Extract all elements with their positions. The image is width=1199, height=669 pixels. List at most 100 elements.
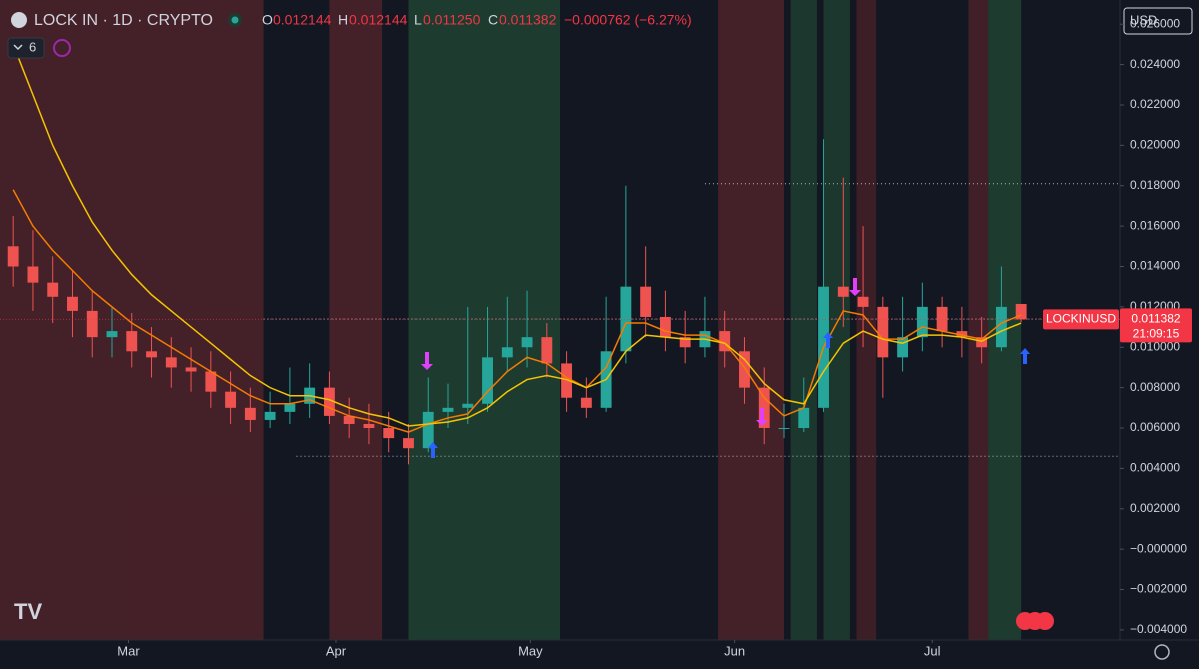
settings-icon[interactable] xyxy=(1154,644,1170,660)
y-tick-label: 0.020000 xyxy=(1130,138,1180,152)
candle-body xyxy=(541,337,553,364)
chevron xyxy=(13,44,23,51)
candle-body xyxy=(501,347,513,358)
candle-body xyxy=(1015,303,1027,320)
y-tick-label: 0.016000 xyxy=(1130,218,1180,232)
event-icon[interactable] xyxy=(1036,612,1054,630)
background-band xyxy=(790,0,817,640)
status-dot xyxy=(231,16,239,24)
signal-arrow xyxy=(428,442,438,458)
indicator-icon[interactable] xyxy=(53,39,71,57)
candle-body xyxy=(956,331,968,338)
l-label: L xyxy=(414,12,422,28)
countdown: 21:09:15 xyxy=(1133,327,1180,341)
candle-body xyxy=(185,367,197,372)
signal-arrow xyxy=(849,278,861,296)
indicator-count: 6 xyxy=(29,39,36,54)
candle-body xyxy=(86,310,98,338)
candle-body xyxy=(778,428,790,430)
x-tick-label: Jun xyxy=(724,643,745,658)
candle-body xyxy=(916,306,928,338)
signal-arrow xyxy=(1020,348,1030,364)
y-tick-label: −0.000000 xyxy=(1130,541,1187,555)
candle-body xyxy=(244,407,256,420)
candle-body xyxy=(383,428,395,439)
candle-body xyxy=(877,306,889,358)
signal-arrow xyxy=(823,332,833,348)
candle-body xyxy=(67,296,78,311)
candle-body xyxy=(422,411,434,449)
indicator-toggle[interactable] xyxy=(7,37,45,59)
candle-body xyxy=(343,415,355,424)
moving-average xyxy=(12,44,1022,427)
candle-body xyxy=(561,363,573,398)
candle-body xyxy=(798,407,810,429)
y-tick-label: 0.014000 xyxy=(1130,259,1180,273)
candle-body xyxy=(837,286,849,297)
currency-button[interactable] xyxy=(1123,7,1193,35)
candle-body xyxy=(976,337,988,348)
candle-body xyxy=(640,286,652,317)
candle-body xyxy=(403,438,414,449)
candle-body xyxy=(284,403,296,412)
candle-body xyxy=(659,316,671,338)
x-tick-label: Apr xyxy=(326,643,347,658)
candle-body xyxy=(857,296,869,307)
x-tick-label: Jul xyxy=(924,643,941,658)
symbol-logo xyxy=(11,12,27,28)
candle-body xyxy=(719,331,731,352)
h-value: 0.012144 xyxy=(349,12,408,28)
signal-arrow xyxy=(421,352,433,370)
candle-body xyxy=(521,337,533,348)
y-tick-label: 0.006000 xyxy=(1130,420,1180,434)
y-tick-label: 0.018000 xyxy=(1130,178,1180,192)
o-value: 0.012144 xyxy=(273,12,332,28)
candle-body xyxy=(264,411,276,420)
moving-average xyxy=(12,189,1022,433)
candle-body xyxy=(27,266,39,283)
x-tick-label: May xyxy=(518,643,543,658)
l-value: 0.011250 xyxy=(423,12,481,28)
change: −0.000762 (−6.27%) xyxy=(564,12,692,28)
h-label: H xyxy=(338,12,348,28)
background-band xyxy=(329,0,383,640)
candle-body xyxy=(620,286,632,352)
y-tick-label: 0.022000 xyxy=(1130,97,1180,111)
candle-body xyxy=(995,306,1007,348)
o-label: O xyxy=(262,12,273,28)
candle-body xyxy=(205,371,217,392)
background-band xyxy=(718,0,784,640)
c-value: 0.011382 xyxy=(499,12,557,28)
candle-body xyxy=(146,351,157,358)
y-tick-label: −0.002000 xyxy=(1130,582,1187,596)
y-tick-label: 0.024000 xyxy=(1130,57,1180,71)
candle-body xyxy=(758,387,770,429)
signals xyxy=(428,332,1030,458)
candle-body xyxy=(165,357,177,368)
signals xyxy=(421,278,861,426)
logo: TV xyxy=(14,599,42,624)
candle-body xyxy=(482,357,493,404)
candle-body xyxy=(363,423,375,429)
y-tick-label: 0.004000 xyxy=(1130,461,1180,475)
candle-body xyxy=(126,331,138,352)
candle-body xyxy=(225,391,237,408)
x-tick-label: Mar xyxy=(117,643,140,658)
candle-body xyxy=(897,337,909,358)
price-value: 0.011382 xyxy=(1131,312,1180,326)
price-name: LOCKINUSD xyxy=(1046,312,1116,326)
symbol: LOCK IN · 1D · CRYPTO xyxy=(34,12,213,29)
candle-body xyxy=(323,387,335,416)
y-tick-label: −0.004000 xyxy=(1130,622,1187,636)
y-tick-label: 0.002000 xyxy=(1130,501,1180,515)
candle-body xyxy=(106,331,118,338)
candle-body xyxy=(739,351,750,388)
candle-body xyxy=(47,282,59,297)
background-band xyxy=(968,0,989,640)
candle-body xyxy=(442,407,454,412)
candle-body xyxy=(679,337,691,348)
c-label: C xyxy=(488,12,498,28)
signal-arrow xyxy=(756,408,768,426)
y-tick-label: 0.010000 xyxy=(1130,339,1180,353)
